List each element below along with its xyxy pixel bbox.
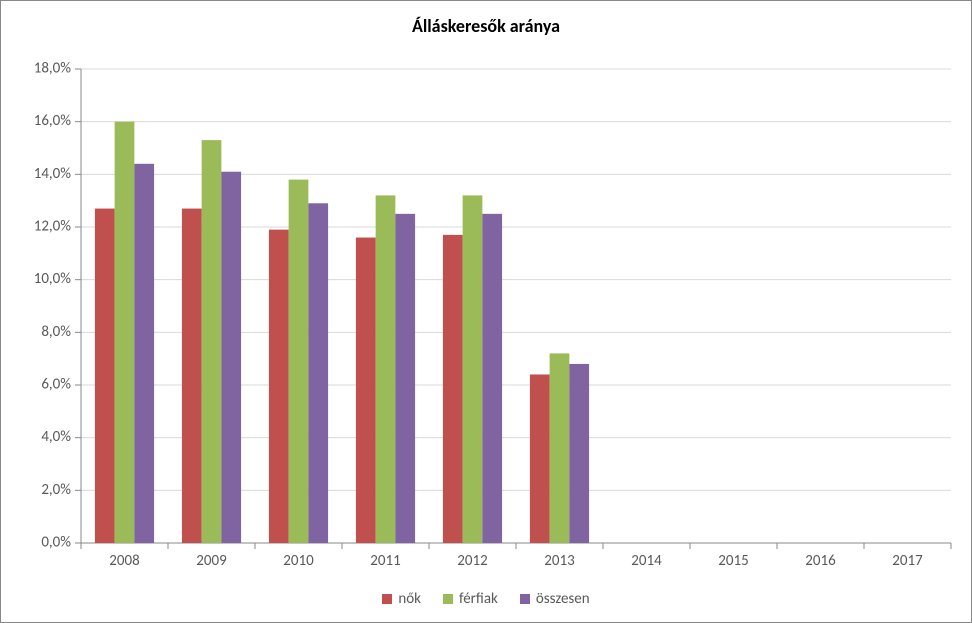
x-tick-label: 2013 xyxy=(544,552,575,570)
y-tick-label: 4,0% xyxy=(41,428,71,446)
chart-container: Álláskeresők aránya 0,0% 2,0% 4,0% 6,0% 8,0%… xyxy=(0,0,972,623)
bar xyxy=(308,203,328,543)
bar xyxy=(463,195,483,543)
y-tick-label: 18,0% xyxy=(34,60,72,78)
legend-label: férfiak xyxy=(459,590,498,608)
bar xyxy=(569,364,589,543)
bar xyxy=(221,172,241,543)
x-tick-label: 2016 xyxy=(805,552,836,570)
chart-title: Álláskeresők aránya xyxy=(1,1,971,47)
chart-svg: 0,0% 2,0% 4,0% 6,0% 8,0% 10,0% 12,0% 14,0% 16,0%… xyxy=(1,47,972,607)
bar xyxy=(289,180,309,543)
y-tick-label: 0,0% xyxy=(41,534,71,552)
legend-swatch xyxy=(520,594,530,604)
y-tick-label: 12,0% xyxy=(34,218,72,236)
x-tick-label: 2011 xyxy=(370,552,400,570)
chart-legend: nők férfiak összesen xyxy=(1,590,971,608)
y-tick-label: 10,0% xyxy=(34,270,72,288)
bar xyxy=(550,353,570,543)
x-tick-label: 2009 xyxy=(196,552,227,570)
legend-item: férfiak xyxy=(443,590,498,608)
legend-swatch xyxy=(443,594,453,604)
x-tick-label: 2010 xyxy=(283,552,314,570)
bar xyxy=(202,140,222,543)
bar xyxy=(182,209,202,543)
legend-label: nők xyxy=(398,590,421,608)
bar xyxy=(395,214,415,543)
y-tick-label: 2,0% xyxy=(41,481,71,499)
bar xyxy=(443,235,463,543)
x-tick-label: 2014 xyxy=(631,552,662,570)
bar xyxy=(356,238,376,543)
y-tick-label: 14,0% xyxy=(34,165,72,183)
x-tick-label: 2012 xyxy=(457,552,487,570)
x-tick-label: 2015 xyxy=(718,552,748,570)
bar xyxy=(269,230,289,543)
x-tick-label: 2008 xyxy=(109,552,139,570)
legend-item: nők xyxy=(382,590,421,608)
bar xyxy=(376,195,396,543)
y-tick-label: 6,0% xyxy=(41,376,71,394)
legend-item: összesen xyxy=(520,590,590,608)
bar xyxy=(482,214,502,543)
bar xyxy=(530,374,550,543)
bar xyxy=(95,209,115,543)
legend-swatch xyxy=(382,594,392,604)
legend-label: összesen xyxy=(536,590,590,608)
y-tick-label: 8,0% xyxy=(41,323,71,341)
bar xyxy=(134,164,154,543)
x-tick-label: 2017 xyxy=(892,552,923,570)
bar xyxy=(115,122,135,543)
y-tick-label: 16,0% xyxy=(34,112,72,130)
